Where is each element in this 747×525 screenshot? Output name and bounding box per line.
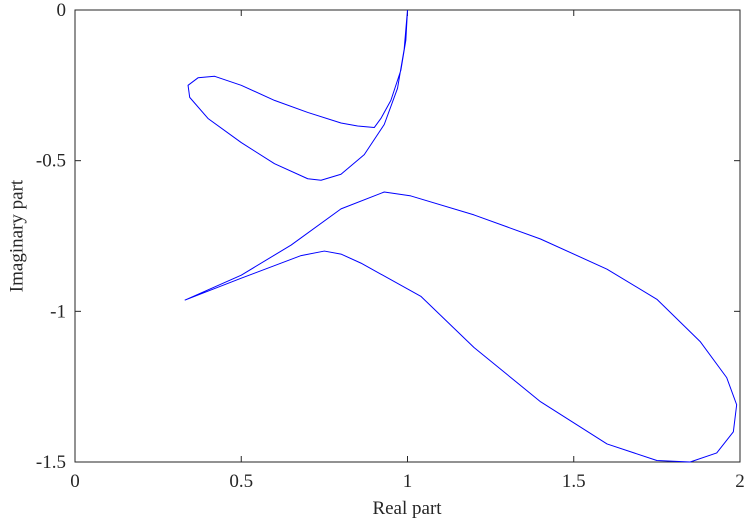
- x-tick-label: 1.5: [562, 471, 586, 492]
- y-axis-label: Imaginary part: [6, 179, 27, 292]
- curve: [184, 191, 738, 463]
- x-tick-label: 2: [735, 471, 745, 492]
- x-tick-label: 0.5: [229, 471, 253, 492]
- y-tick-label: -1.5: [36, 452, 66, 473]
- y-tick-label: -1: [50, 301, 66, 322]
- x-axis-label: Real part: [372, 498, 442, 519]
- y-tick-label: -0.5: [36, 151, 66, 172]
- y-tick-label: 0: [57, 0, 67, 21]
- x-tick-label: 1: [403, 471, 413, 492]
- plot-frame: [74, 9, 741, 463]
- curve: [187, 9, 408, 181]
- x-tick-label: 0: [70, 471, 80, 492]
